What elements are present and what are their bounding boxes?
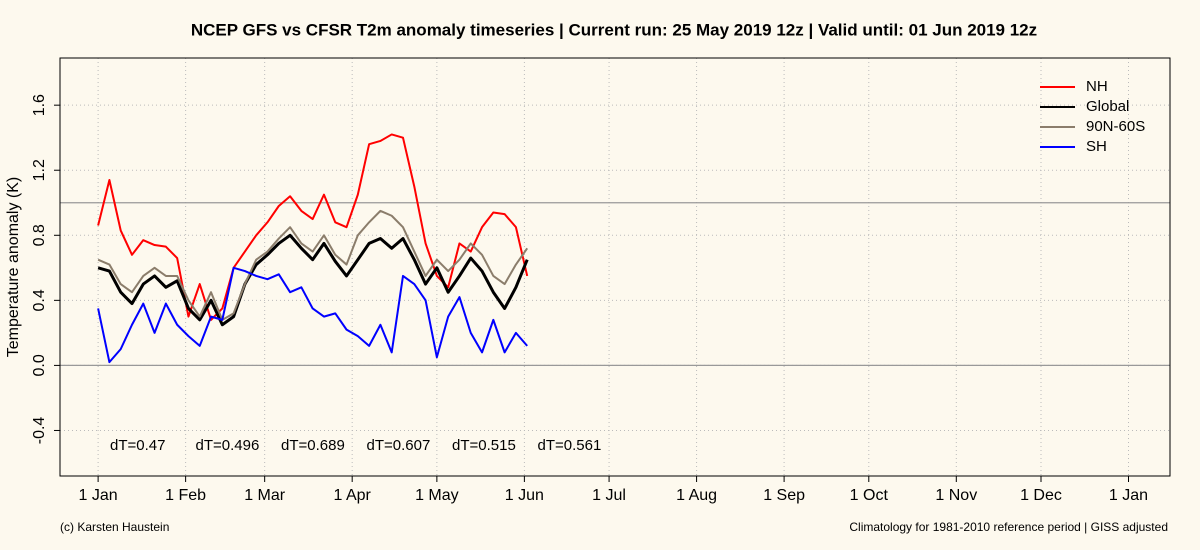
x-tick-label: 1 Aug: [676, 487, 717, 504]
legend-label: SH: [1086, 138, 1107, 155]
footer-right: Climatology for 1981-2010 reference peri…: [849, 520, 1168, 534]
series-line: [97, 133, 529, 321]
legend-label: NH: [1086, 78, 1108, 95]
x-tick-label: 1 Jan: [1109, 487, 1148, 504]
x-tick-label: 1 Jul: [592, 487, 626, 504]
annotation: dT=0.561: [538, 437, 602, 454]
y-tick-label: 0.0: [31, 354, 48, 376]
annotation: dT=0.607: [367, 437, 431, 454]
annotation: dT=0.496: [196, 437, 260, 454]
y-tick-label: 0.8: [31, 224, 48, 246]
x-tick-label: 1 Mar: [244, 487, 286, 504]
plot-frame: [59, 57, 1171, 477]
legend-label: 90N-60S: [1086, 118, 1145, 135]
x-tick-label: 1 Dec: [1020, 487, 1062, 504]
x-tick-label: 1 Oct: [850, 487, 889, 504]
y-axis-label: Temperature anomaly (K): [5, 177, 22, 358]
footer-left: (c) Karsten Haustein: [60, 520, 169, 534]
x-tick-label: 1 Nov: [935, 487, 977, 504]
x-tick-label: 1 Sep: [763, 487, 805, 504]
y-tick-label: 1.2: [31, 159, 48, 181]
x-tick-label: 1 Jun: [505, 487, 544, 504]
legend-label: Global: [1086, 98, 1129, 115]
series-line: [97, 233, 529, 327]
x-tick-label: 1 Jan: [79, 487, 118, 504]
series-line: [97, 209, 529, 321]
chart-title: NCEP GFS vs CFSR T2m anomaly timeseries …: [191, 20, 1037, 39]
x-tick-label: 1 Apr: [333, 487, 371, 504]
series-line: [97, 266, 528, 364]
annotation: dT=0.515: [452, 437, 516, 454]
annotation: dT=0.47: [110, 437, 165, 454]
y-tick-label: 0.4: [31, 289, 48, 311]
annotation: dT=0.689: [281, 437, 345, 454]
x-tick-label: 1 May: [415, 487, 459, 504]
y-tick-label: -0.4: [31, 417, 48, 445]
x-tick-label: 1 Feb: [165, 487, 206, 504]
y-tick-label: 1.6: [31, 94, 48, 116]
